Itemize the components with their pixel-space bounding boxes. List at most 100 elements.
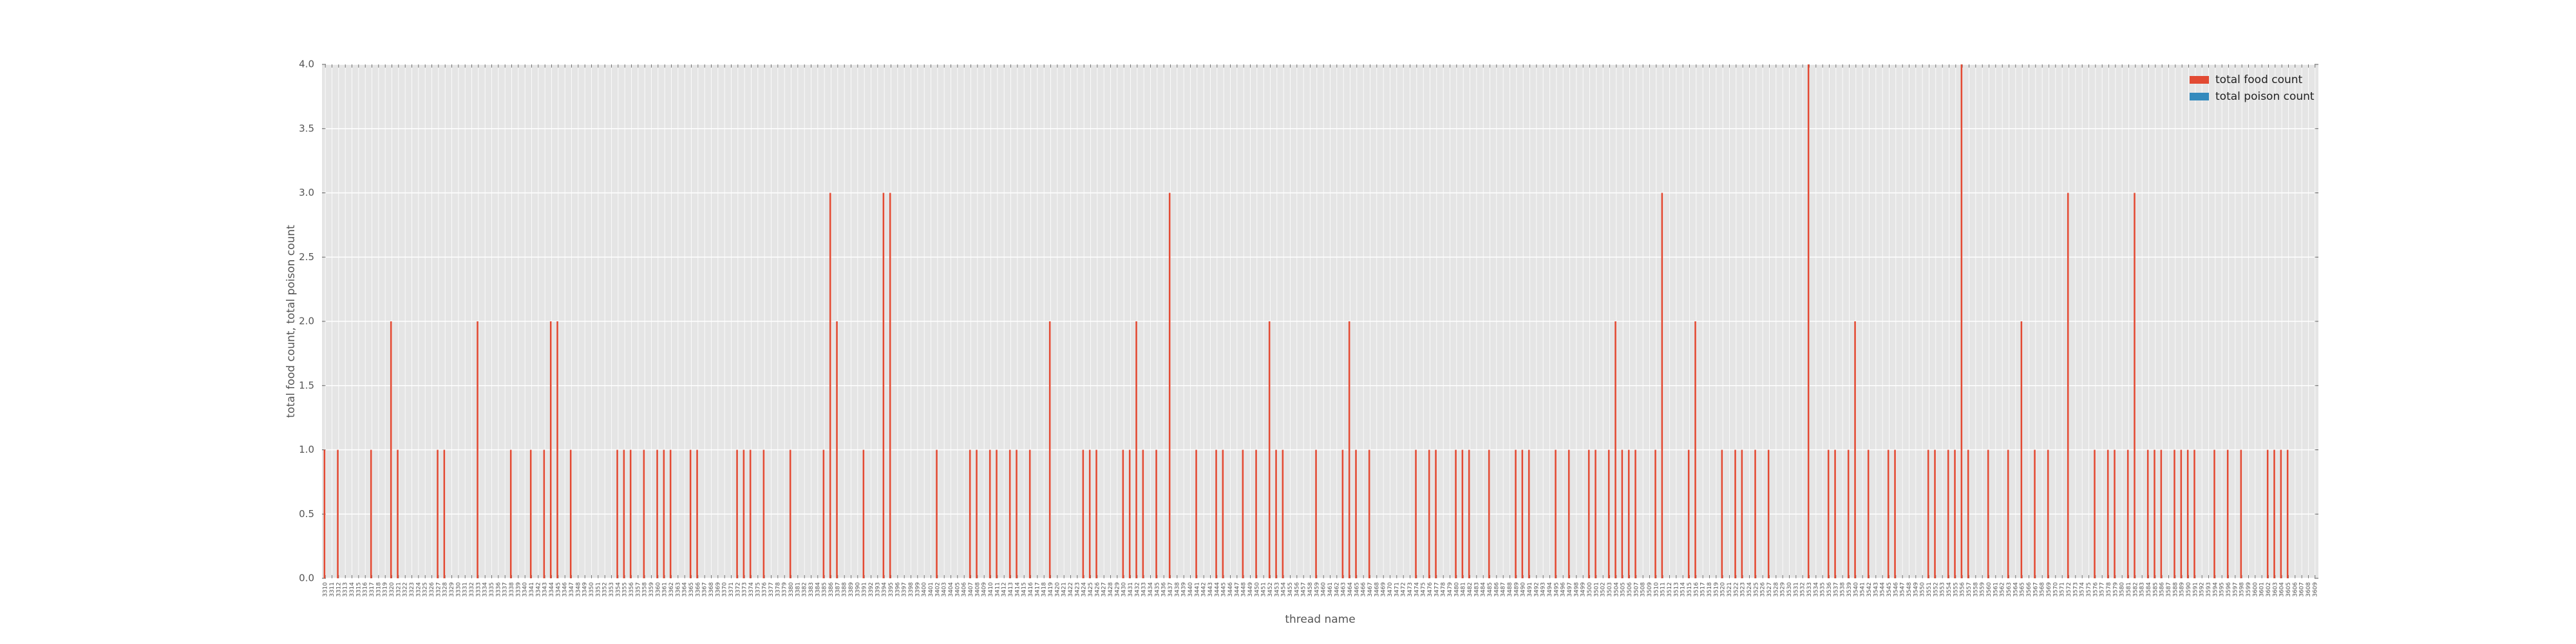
x-tick-label: 3360 [655, 582, 661, 597]
bar [569, 450, 572, 578]
bar [989, 450, 991, 578]
x-tick-label: 3595 [2219, 582, 2226, 597]
x-tick-label: 3598 [2239, 582, 2246, 597]
x-tick-label: 3346 [562, 582, 569, 597]
x-tick-label: 3479 [1447, 582, 1454, 597]
x-tick-label: 3392 [868, 582, 875, 597]
x-tick-label: 3358 [642, 582, 649, 597]
bar [1587, 450, 1590, 578]
bar [663, 450, 665, 578]
x-tick-label: 3585 [2152, 582, 2159, 597]
bar [1807, 64, 1810, 578]
bar [437, 450, 439, 578]
x-tick-label: 3370 [722, 582, 728, 597]
x-tick-label: 3389 [848, 582, 855, 597]
x-tick-label: 3537 [1833, 582, 1839, 597]
x-tick-label: 3320 [389, 582, 395, 597]
x-tick-label: 3592 [2199, 582, 2206, 597]
x-tick-label: 3461 [1327, 582, 1334, 597]
x-tick-label: 3570 [2052, 582, 2059, 597]
x-tick-label: 3357 [635, 582, 641, 597]
x-tick-label: 3375 [755, 582, 761, 597]
x-tick-label: 3502 [1600, 582, 1607, 597]
bar [1168, 193, 1171, 578]
bar [1315, 450, 1317, 578]
bar [1195, 450, 1197, 578]
x-tick-label: 3319 [383, 582, 389, 597]
x-tick-label: 3590 [2186, 582, 2192, 597]
bar [2226, 450, 2229, 578]
y-tick-label: 3.5 [299, 122, 314, 134]
bar [1468, 450, 1470, 578]
x-tick-label: 3498 [1573, 582, 1580, 597]
x-tick-label: 3349 [582, 582, 589, 597]
x-tick-label: 3556 [1960, 582, 1966, 597]
bar [623, 450, 625, 578]
bar [1694, 321, 1696, 578]
x-tick-label: 3417 [1034, 582, 1041, 597]
x-tick-label: 3554 [1946, 582, 1953, 597]
x-tick-label: 3539 [1846, 582, 1853, 597]
x-tick-label: 3555 [1953, 582, 1959, 597]
x-tick-label: 3321 [395, 582, 402, 597]
bar [2280, 450, 2282, 578]
x-tick-label: 3418 [1041, 582, 1048, 597]
bar [656, 450, 658, 578]
x-tick-label: 3547 [1900, 582, 1906, 597]
x-tick-label: 3403 [942, 582, 948, 597]
x-tick-label: 3578 [2106, 582, 2112, 597]
x-tick-label: 3451 [1261, 582, 1267, 597]
x-tick-label: 3508 [1640, 582, 1647, 597]
x-tick-label: 3328 [442, 582, 449, 597]
x-tick-label: 3490 [1520, 582, 1527, 597]
x-tick-label: 3455 [1287, 582, 1294, 597]
bar [2020, 321, 2023, 578]
bar [1095, 450, 1097, 578]
bar [1009, 450, 1011, 578]
x-tick-label: 3458 [1307, 582, 1314, 597]
bar [882, 193, 885, 578]
x-tick-label: 3602 [2266, 582, 2272, 597]
x-tick-label: 3463 [1341, 582, 1347, 597]
x-tick-label: 3426 [1094, 582, 1101, 597]
bar [2067, 193, 2069, 578]
bar [1947, 450, 1949, 578]
bar [323, 450, 326, 578]
bar [976, 450, 978, 578]
bar [2186, 450, 2189, 578]
bar [1654, 450, 1656, 578]
x-tick-label: 3381 [795, 582, 801, 597]
x-tick-label: 3384 [815, 582, 821, 597]
bar [1567, 450, 1570, 578]
x-tick-label: 3484 [1481, 582, 1487, 597]
bar [2160, 450, 2163, 578]
x-tick-label: 3591 [2192, 582, 2199, 597]
x-tick-label: 3476 [1427, 582, 1434, 597]
x-tick-label: 3548 [1906, 582, 1913, 597]
x-tick-label: 3481 [1461, 582, 1467, 597]
bar [1222, 450, 1224, 578]
x-tick-label: 3398 [908, 582, 914, 597]
x-tick-label: 3581 [2126, 582, 2132, 597]
x-tick-label: 3449 [1247, 582, 1254, 597]
x-tick-label: 3447 [1234, 582, 1240, 597]
x-tick-label: 3337 [502, 582, 509, 597]
bar [862, 450, 865, 578]
x-tick-label: 3344 [549, 582, 555, 597]
x-tick-label: 3408 [974, 582, 981, 597]
x-tick-label: 3497 [1567, 582, 1573, 597]
legend-swatch [2190, 93, 2209, 100]
bar [1634, 450, 1636, 578]
y-tick-label: 4.0 [299, 59, 314, 70]
x-tick-label: 3546 [1893, 582, 1899, 597]
x-tick-label: 3527 [1766, 582, 1773, 597]
x-tick-label: 3562 [2000, 582, 2006, 597]
bar [1754, 450, 1756, 578]
x-axis-label: thread name [1285, 613, 1355, 626]
x-tick-label: 3432 [1134, 582, 1141, 597]
bar [390, 321, 392, 578]
bar [996, 450, 998, 578]
bar [1887, 450, 1889, 578]
x-tick-label: 3545 [1886, 582, 1893, 597]
x-tick-label: 3411 [994, 582, 1001, 597]
